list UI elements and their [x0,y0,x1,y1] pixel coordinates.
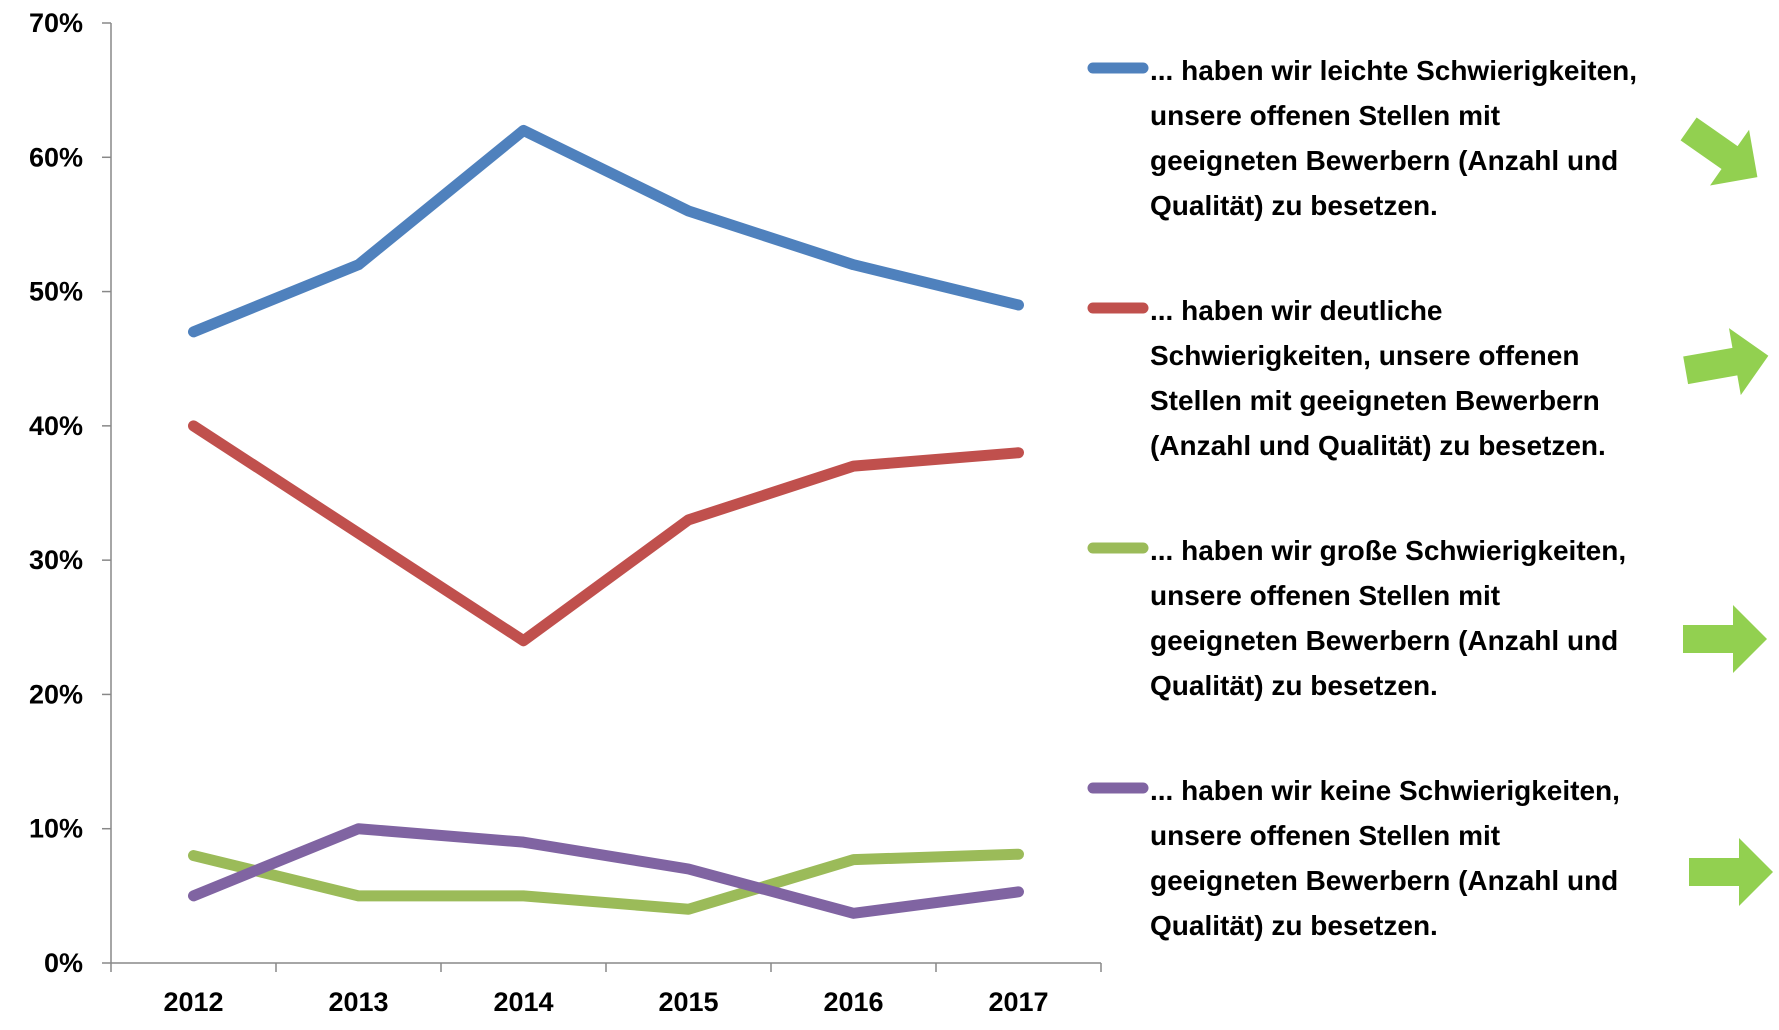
trend-arrow [1683,605,1767,673]
x-tick-label: 2012 [163,987,223,1017]
trend-arrow [1689,838,1773,906]
legend-label: ... haben wir große Schwierigkeiten, unse… [1150,535,1626,701]
series-line [188,848,1024,915]
y-tick-label: 40% [29,411,83,441]
x-tick-label: 2017 [988,987,1048,1017]
y-tick-label: 70% [29,8,83,38]
series-line [188,124,1024,338]
series-line [188,420,1024,647]
trend-arrow [1680,117,1758,186]
trend-arrow [1683,328,1769,396]
series-line [188,823,1024,919]
y-tick-label: 10% [29,814,83,844]
legend-label: ... haben wir keine Schwierigkeiten, unse… [1150,775,1620,941]
y-tick-label: 20% [29,679,83,709]
x-tick-label: 2013 [328,987,388,1017]
y-tick-label: 0% [44,948,83,978]
trend-arrows [1680,117,1773,906]
legend-label: ... haben wir leichte Schwierigkeiten, un… [1150,55,1637,221]
y-tick-label: 60% [29,142,83,172]
y-tick-label: 50% [29,277,83,307]
x-tick-label: 2014 [493,987,553,1017]
y-tick-label: 30% [29,545,83,575]
legend-label: ... haben wir deutliche Schwierigkeiten, … [1150,295,1606,461]
x-tick-label: 2016 [823,987,883,1017]
x-tick-label: 2015 [658,987,718,1017]
